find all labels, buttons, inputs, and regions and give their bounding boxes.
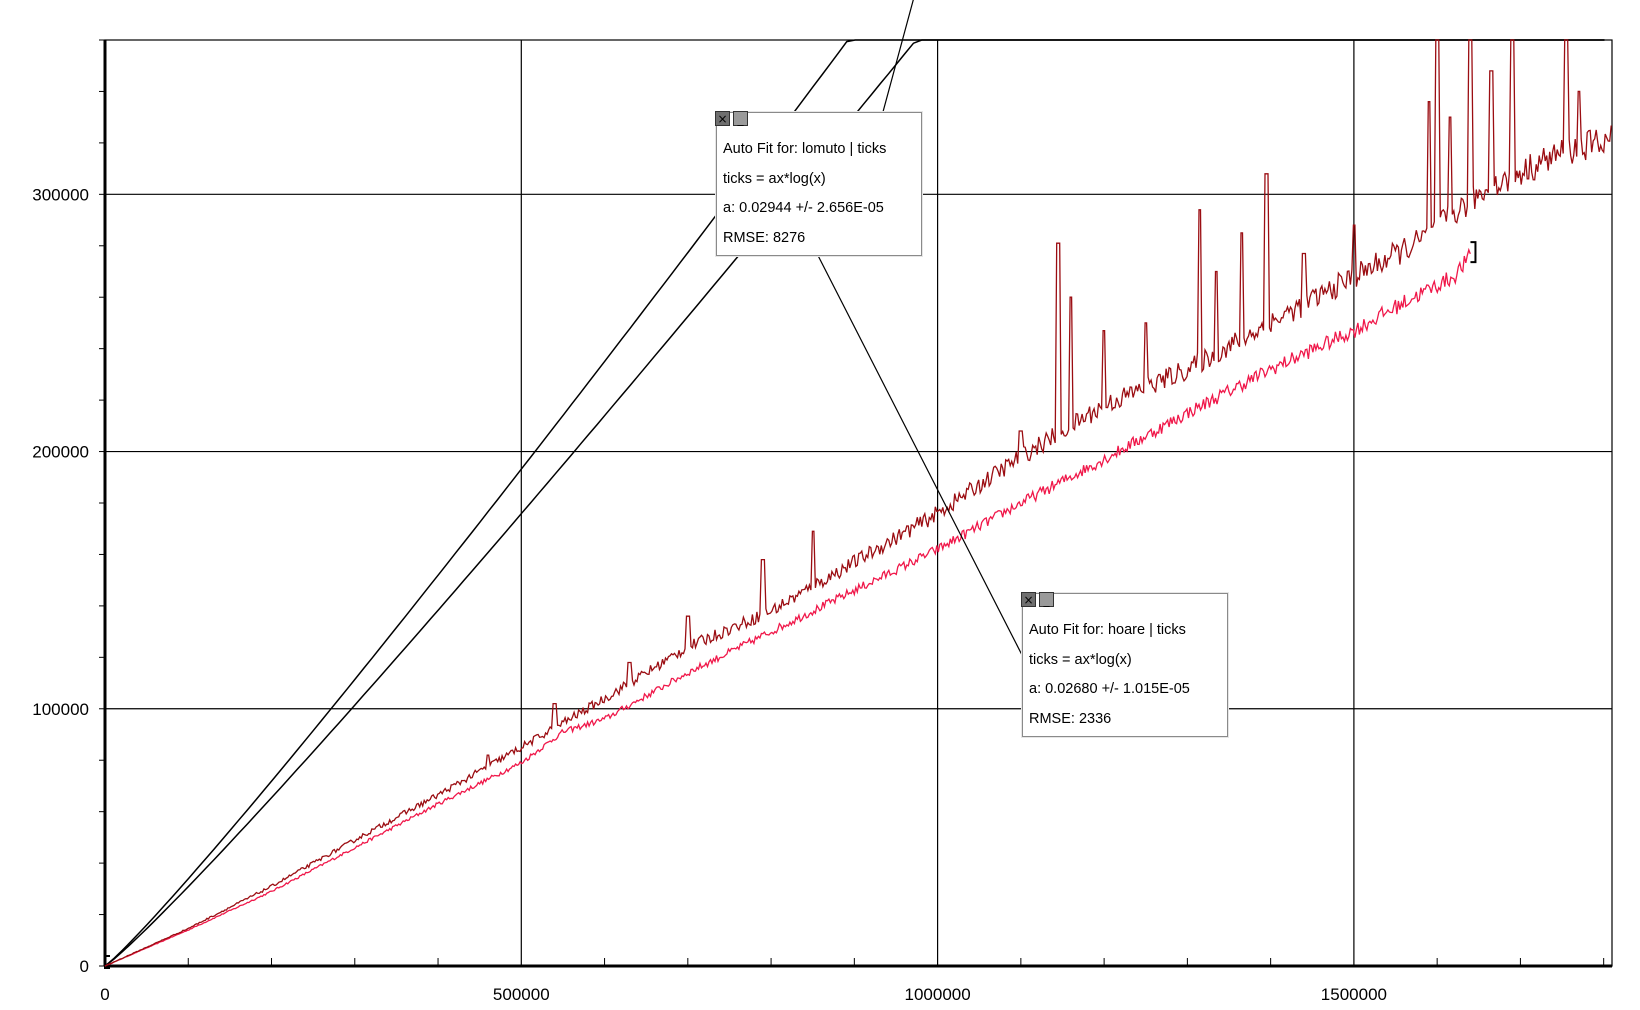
x-tick-label: 1500000 <box>1321 985 1387 1004</box>
range-bracket-end <box>1470 241 1477 264</box>
fit-equation: ticks = ax*log(x) <box>1029 651 1132 668</box>
fit-param: a: 0.02680 +/- 1.015E-05 <box>1029 681 1190 697</box>
x-tick-label: 0 <box>100 985 109 1004</box>
fit-connector <box>787 195 1023 656</box>
annotation-connectors <box>787 0 1023 656</box>
lomuto-series-line <box>104 39 1612 967</box>
fit-equation: ticks = ax*log(x) <box>723 170 826 187</box>
y-tick-label: 300000 <box>32 185 89 204</box>
fit-rmse: RMSE: 8276 <box>723 229 806 246</box>
fit-param: a: 0.02944 +/- 2.656E-05 <box>723 200 884 216</box>
fit-title: Auto Fit for: lomuto | ticks <box>723 141 887 157</box>
y-tick-label: 200000 <box>32 443 89 462</box>
y-tick-label: 0 <box>80 957 89 976</box>
x-tick-label: 1000000 <box>905 985 971 1004</box>
range-bracket-start <box>104 955 110 969</box>
minimize-icon[interactable]: _ <box>733 111 748 126</box>
fit-title: Auto Fit for: hoare | ticks <box>1029 622 1186 638</box>
fit-box-lomuto[interactable]: × _ Auto Fit for: lomuto | ticks ticks =… <box>715 111 922 256</box>
fit-rmse: RMSE: 2336 <box>1029 710 1112 727</box>
fit-box-hoare[interactable]: × _ Auto Fit for: hoare | ticks ticks = … <box>1021 592 1228 737</box>
hoare-series-line <box>104 247 1471 967</box>
close-icon[interactable]: × <box>1021 592 1036 607</box>
y-tick-label: 100000 <box>32 700 89 719</box>
close-icon[interactable]: × <box>715 111 730 126</box>
minimize-icon[interactable]: _ <box>1039 592 1054 607</box>
x-tick-label: 500000 <box>493 985 550 1004</box>
tick-labels: 0 500000 1000000 1500000 0 100000 200000 300000 <box>32 185 1387 1004</box>
axes <box>99 39 1612 969</box>
